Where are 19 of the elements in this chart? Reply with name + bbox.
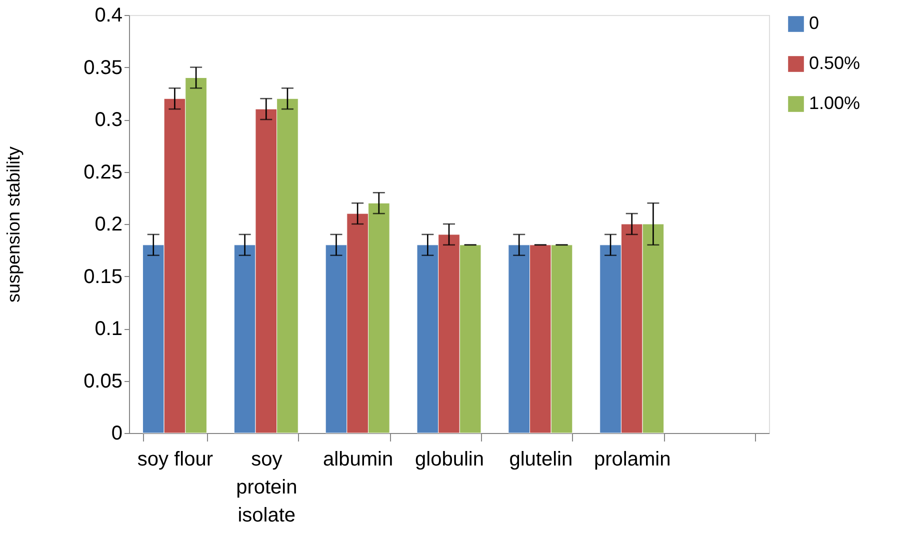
x-tick-label: prolamin	[594, 448, 671, 470]
y-tick-label: 0	[111, 422, 122, 444]
legend-label: 0	[809, 13, 820, 33]
y-tick-label: 0.35	[84, 56, 122, 79]
y-tick-label: 0.05	[84, 370, 122, 392]
x-tick-label: globulin	[415, 448, 484, 470]
x-tick-label: soy protein isolate	[236, 448, 298, 526]
x-tick-label: albumin	[323, 448, 394, 470]
y-tick-label: 0.15	[84, 266, 122, 288]
y-tick-label: 0.2	[94, 214, 122, 236]
y-axis-title: suspension stability	[4, 146, 24, 303]
x-tick-label: glutelin	[509, 448, 573, 470]
y-tick-label: 0.4	[94, 4, 122, 26]
y-tick-label: 0.3	[94, 109, 122, 131]
legend-label: 1.00%	[809, 93, 860, 113]
y-tick-label: 0.25	[84, 161, 122, 184]
x-tick-label: soy flour	[137, 448, 214, 470]
legend-label: 0.50%	[809, 53, 860, 73]
y-tick-label: 0.1	[94, 318, 122, 340]
